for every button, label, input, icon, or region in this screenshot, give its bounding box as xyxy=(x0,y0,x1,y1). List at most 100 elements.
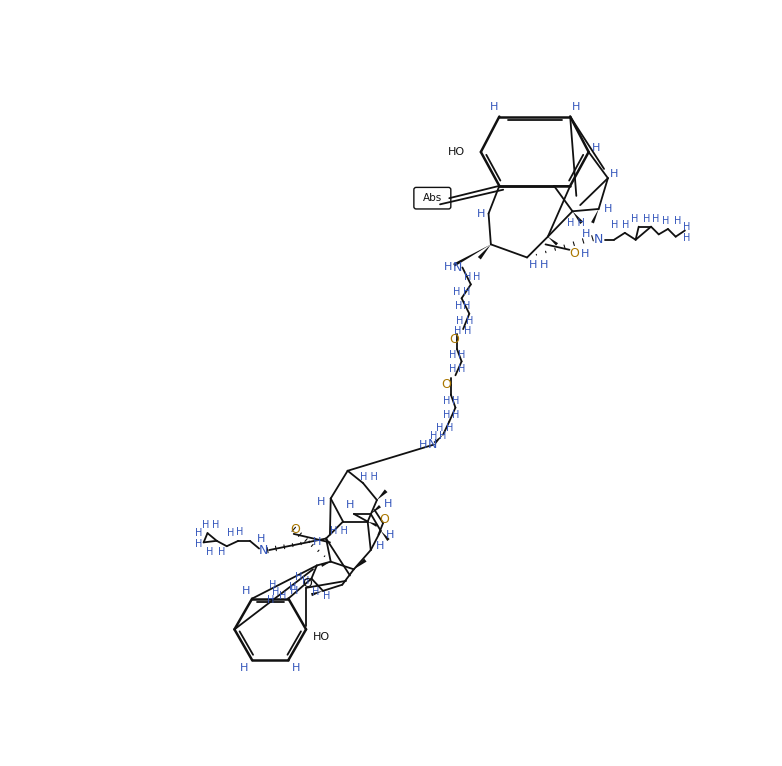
Text: HO: HO xyxy=(313,632,330,642)
Text: H: H xyxy=(443,411,450,421)
Text: H: H xyxy=(612,220,619,230)
Text: H: H xyxy=(455,301,462,311)
Text: H: H xyxy=(430,431,438,441)
Text: H: H xyxy=(386,529,394,540)
Text: H: H xyxy=(227,528,235,538)
Polygon shape xyxy=(321,561,331,567)
Text: H: H xyxy=(384,499,393,509)
Text: H: H xyxy=(242,586,250,596)
Text: H: H xyxy=(289,582,296,592)
Text: H: H xyxy=(592,143,601,153)
Text: H: H xyxy=(458,364,465,374)
Text: H: H xyxy=(580,249,589,259)
Text: N: N xyxy=(259,544,268,557)
Text: H: H xyxy=(443,397,450,407)
Text: H: H xyxy=(313,538,321,548)
Polygon shape xyxy=(478,244,491,260)
Text: Abs: Abs xyxy=(423,193,442,203)
Text: H: H xyxy=(267,595,274,605)
Text: H: H xyxy=(631,214,639,224)
Text: H: H xyxy=(195,539,202,549)
Text: H: H xyxy=(311,588,319,597)
Text: H: H xyxy=(652,214,659,224)
Text: N: N xyxy=(594,234,604,246)
Text: H: H xyxy=(211,519,219,529)
Text: O: O xyxy=(290,522,300,535)
Text: H: H xyxy=(643,214,650,224)
Text: H: H xyxy=(572,103,579,113)
Text: H: H xyxy=(490,103,498,113)
Polygon shape xyxy=(548,237,558,246)
Text: N: N xyxy=(452,261,461,274)
Text: H: H xyxy=(465,316,473,326)
Text: O: O xyxy=(569,247,579,260)
Text: H: H xyxy=(292,663,300,673)
Text: H: H xyxy=(477,208,485,218)
Text: H: H xyxy=(439,431,447,441)
Text: H: H xyxy=(457,316,464,326)
Text: H: H xyxy=(683,221,691,231)
Text: H: H xyxy=(376,542,384,552)
Text: H: H xyxy=(236,527,243,538)
Polygon shape xyxy=(433,434,443,444)
Text: H: H xyxy=(458,350,465,360)
Text: H H: H H xyxy=(330,525,348,536)
Text: H: H xyxy=(323,591,331,601)
Text: H: H xyxy=(604,204,612,214)
Text: H: H xyxy=(443,263,452,273)
Text: H: H xyxy=(462,301,470,311)
Polygon shape xyxy=(591,209,599,224)
Text: H: H xyxy=(203,519,210,529)
Text: H: H xyxy=(206,547,213,557)
Text: H: H xyxy=(295,572,302,582)
Text: H: H xyxy=(271,588,279,597)
Text: H: H xyxy=(195,528,202,538)
Text: H: H xyxy=(269,580,277,590)
Text: H: H xyxy=(449,364,456,374)
Text: H: H xyxy=(462,287,470,297)
Text: H: H xyxy=(473,272,481,282)
Text: H: H xyxy=(317,497,325,507)
Text: N: N xyxy=(428,438,437,451)
Text: H: H xyxy=(346,499,354,509)
Polygon shape xyxy=(353,558,367,569)
Text: H: H xyxy=(290,586,299,596)
Polygon shape xyxy=(311,591,323,596)
Text: H: H xyxy=(279,591,287,601)
Text: H H: H H xyxy=(361,472,378,482)
Text: H: H xyxy=(419,440,427,450)
Text: O: O xyxy=(303,577,313,590)
Text: H: H xyxy=(454,287,461,297)
Text: H: H xyxy=(452,411,459,421)
Text: H: H xyxy=(673,216,681,226)
Text: HO: HO xyxy=(448,147,465,157)
Text: H: H xyxy=(540,260,548,270)
Text: H: H xyxy=(464,326,472,336)
Text: H: H xyxy=(464,272,472,282)
Polygon shape xyxy=(453,244,491,267)
Text: H: H xyxy=(303,576,310,586)
Text: H: H xyxy=(436,424,443,434)
Text: H: H xyxy=(581,229,590,239)
Polygon shape xyxy=(572,211,583,224)
Polygon shape xyxy=(371,505,381,514)
Polygon shape xyxy=(377,489,388,500)
Text: H: H xyxy=(449,350,456,360)
Text: O: O xyxy=(441,378,451,391)
Text: H: H xyxy=(610,169,619,179)
Polygon shape xyxy=(381,531,389,541)
Text: H: H xyxy=(454,326,461,336)
Text: O: O xyxy=(449,333,459,346)
Text: H: H xyxy=(446,424,453,434)
Text: H: H xyxy=(683,233,691,244)
Text: H: H xyxy=(240,663,249,673)
FancyBboxPatch shape xyxy=(414,188,451,209)
Text: H: H xyxy=(662,216,669,226)
Text: H: H xyxy=(622,220,630,230)
Text: H H: H H xyxy=(568,218,585,228)
Polygon shape xyxy=(368,522,378,527)
Text: H: H xyxy=(529,260,537,270)
Text: O: O xyxy=(380,512,389,525)
Text: H: H xyxy=(217,547,225,557)
Text: H: H xyxy=(257,534,266,544)
